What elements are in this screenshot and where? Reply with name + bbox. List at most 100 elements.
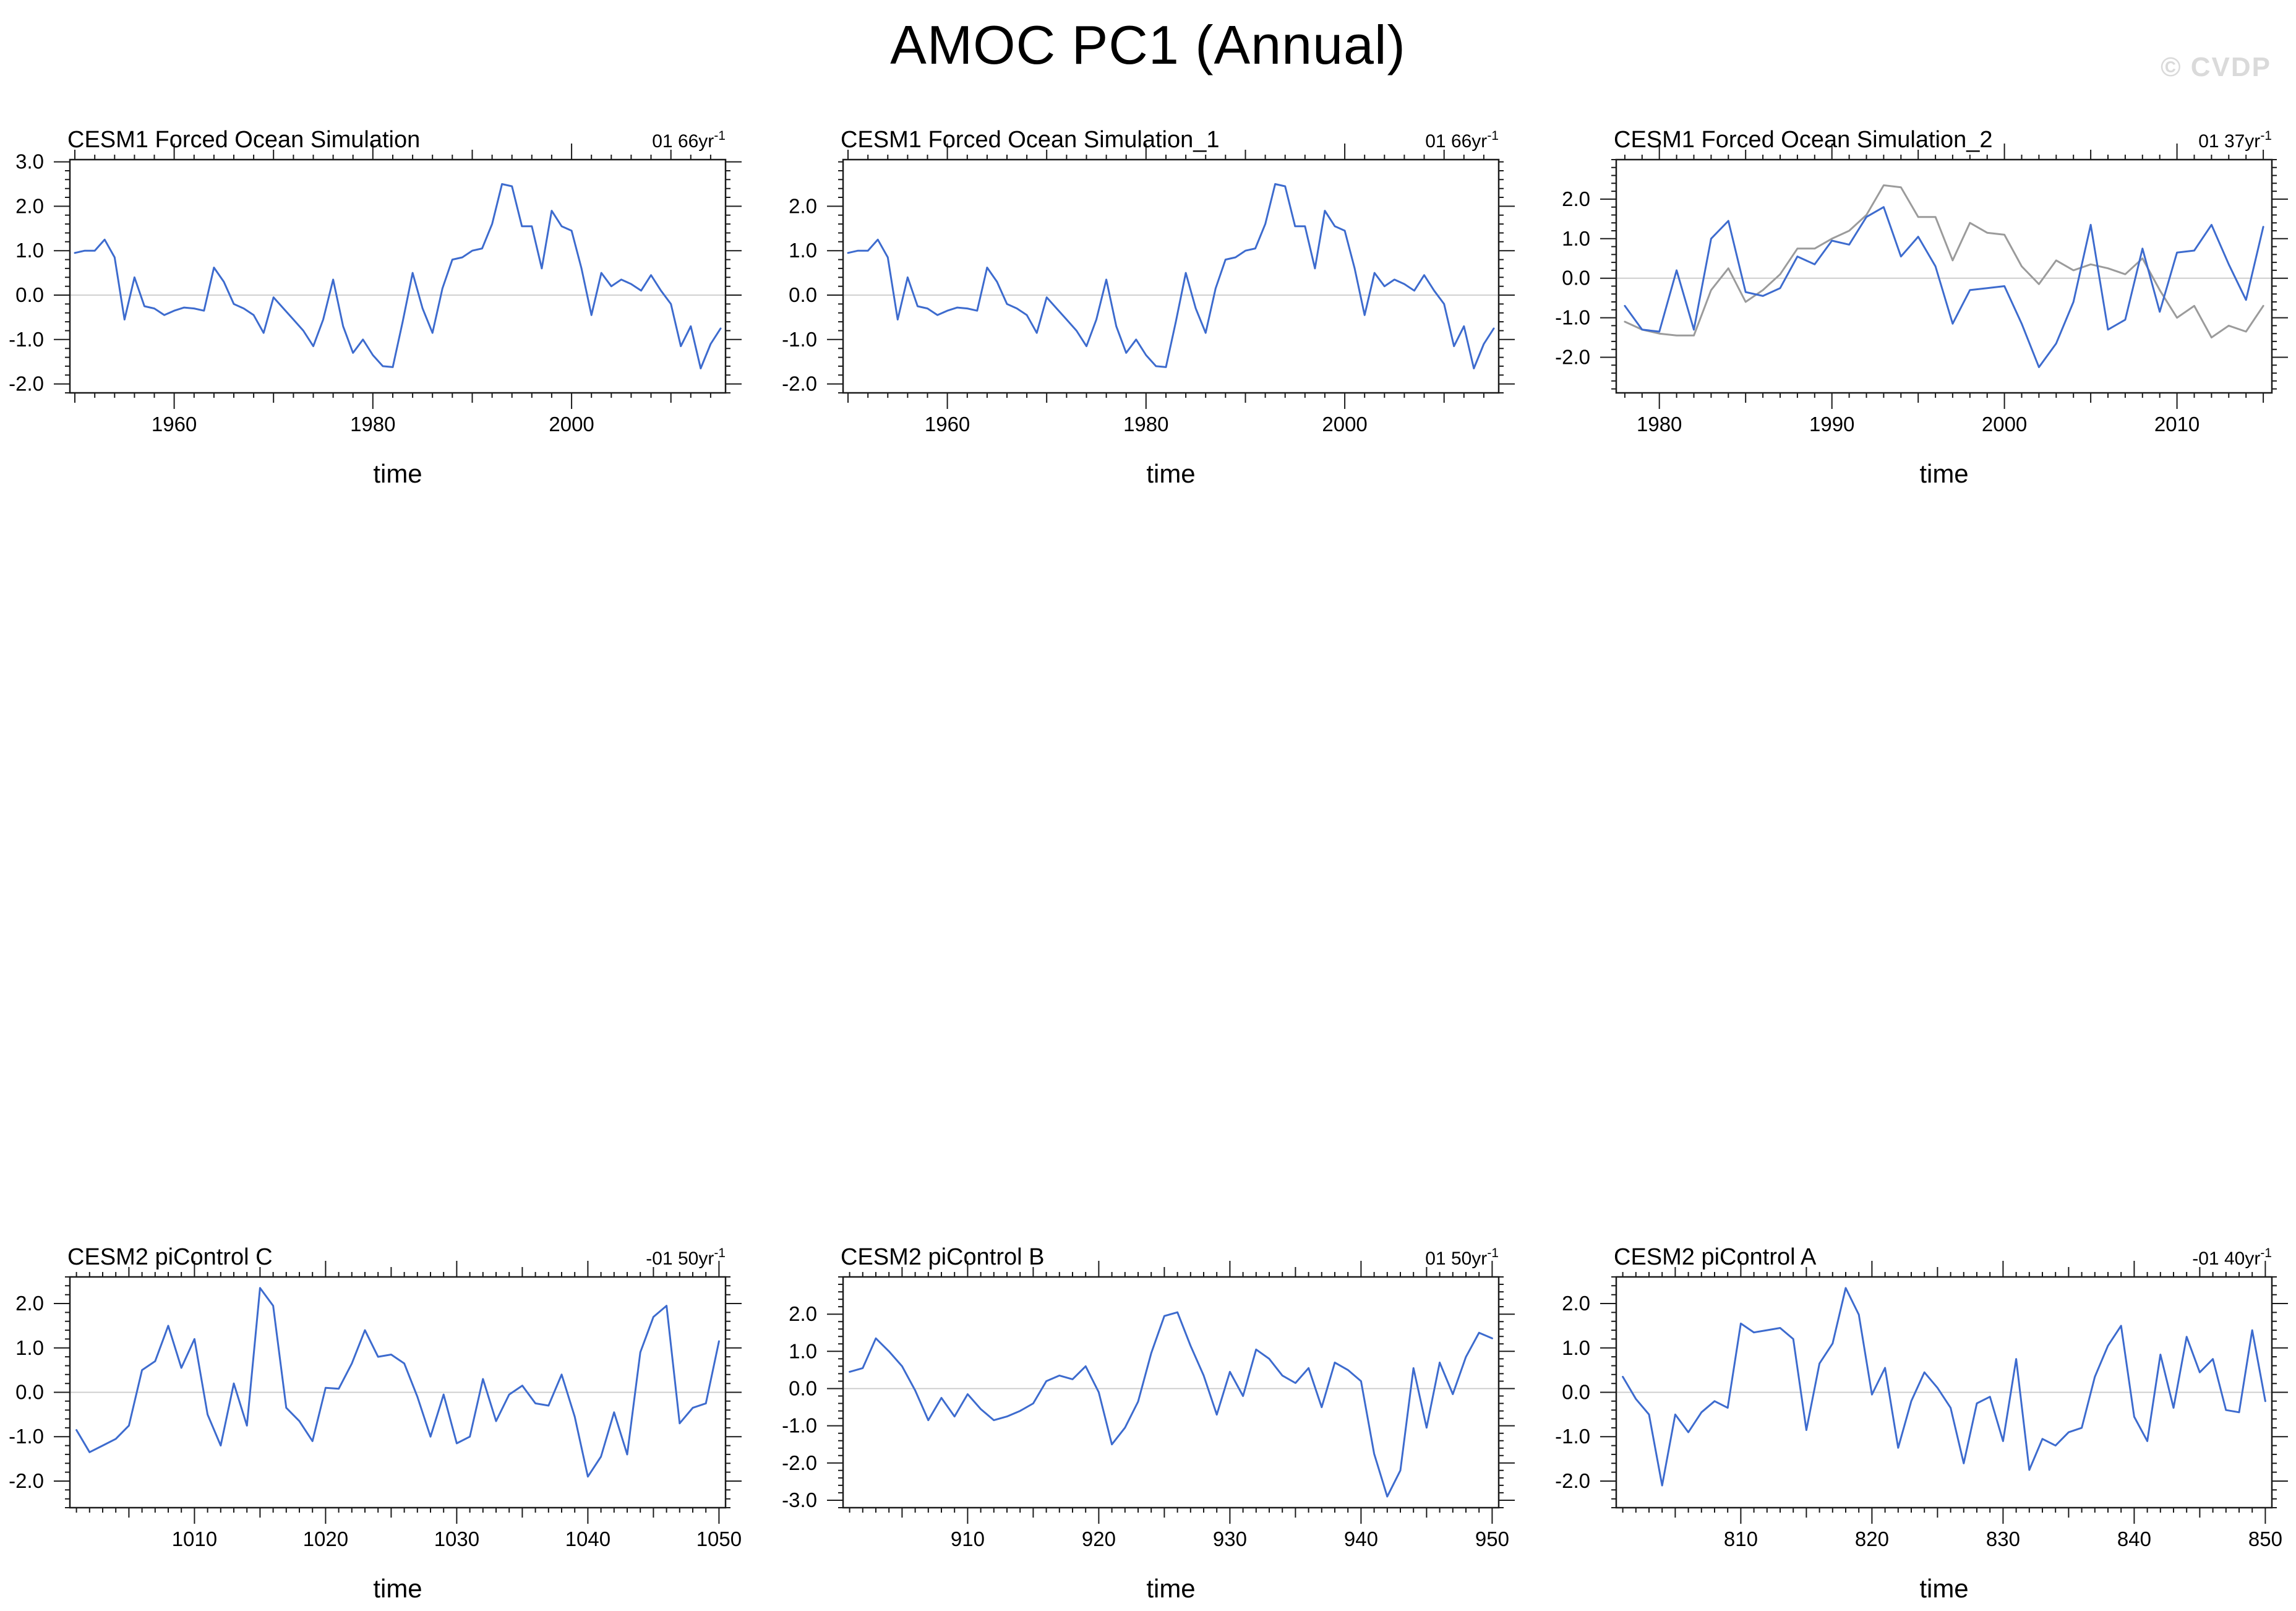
panel-stat-label: -01 40yr-1 (2192, 1246, 2272, 1269)
y-tick-label: -3.0 (782, 1489, 817, 1511)
series-line-gray (1624, 184, 2264, 338)
axis-tick-labels: 1960 1980 2000 -2.0 -1.0 0.0 1.0 2.0 (782, 194, 1368, 436)
x-tick-label: 2010 (2154, 413, 2200, 436)
axis-ticks (54, 1261, 742, 1524)
panel-stat-label: 01 66yr-1 (1425, 129, 1499, 152)
y-tick-label: 0.0 (1562, 1381, 1590, 1404)
x-tick-label: 840 (2117, 1527, 2151, 1550)
x-axis-label: time (1146, 1574, 1195, 1603)
y-tick-label: 1.0 (789, 1339, 817, 1362)
y-tick-label: 0.0 (15, 283, 44, 306)
y-tick-label: 1.0 (1562, 227, 1590, 250)
x-tick-label: 1980 (1123, 413, 1168, 436)
y-tick-label: 2.0 (789, 194, 817, 217)
plot-frame (1615, 158, 2273, 394)
x-tick-label: 950 (1475, 1527, 1509, 1550)
x-tick-label: 1990 (1809, 413, 1854, 436)
series-line-blue (1624, 206, 2264, 368)
axis-ticks (54, 144, 742, 409)
series-line-blue (849, 1311, 1493, 1498)
axis-tick-labels: 1010 1020 1030 1040 1050 -2.0 -1.0 0.0 1.0 2.0 (9, 1292, 742, 1550)
series-line-blue (74, 183, 722, 369)
x-tick-label: 1960 (925, 413, 970, 436)
chart-panel-cesm2-picontrol-a: 810 820 830 840 850 -2.0 -1.0 0.0 1.0 2.0 CESM2 pi… (1555, 1244, 2288, 1603)
x-tick-label: 920 (1082, 1527, 1116, 1550)
chart-panel-cesm1-forced-ocean-simulation: 1960 1980 2000 -2.0 -1.0 0.0 1.0 2.0 3.0 CESM1 Fo… (9, 127, 742, 488)
y-tick-label: 1.0 (15, 239, 44, 262)
panel-stat-exponent: -1 (2260, 129, 2272, 143)
chart-panel-cesm1-forced-ocean-simulation-2: 1980 1990 2000 2010 -2.0 -1.0 0.0 1.0 2.0 CESM1 F… (1555, 127, 2288, 488)
panel-stat-exponent: -1 (1487, 129, 1499, 143)
plot-frame (842, 1276, 1500, 1509)
panel-stat-label: -01 50yr-1 (646, 1246, 726, 1269)
plot-frame (842, 158, 1500, 394)
y-tick-label: 0.0 (789, 283, 817, 306)
panel-title: CESM2 piControl B (841, 1244, 1044, 1270)
x-tick-label: 820 (1855, 1527, 1889, 1550)
axis-ticks (827, 144, 1515, 409)
y-tick-label: -1.0 (1555, 1425, 1590, 1448)
y-tick-label: 0.0 (789, 1377, 817, 1400)
y-tick-label: 3.0 (15, 150, 44, 173)
y-tick-label: 2.0 (15, 194, 44, 217)
y-tick-label: 2.0 (1562, 187, 1590, 210)
series-line-blue (75, 1287, 720, 1478)
panel-stat-text: 01 66yr (652, 131, 714, 152)
series-line-blue (1622, 1287, 2266, 1487)
x-tick-label: 2000 (1982, 413, 2027, 436)
chart-panel-cesm2-picontrol-c: 1010 1020 1030 1040 1050 -2.0 -1.0 0.0 1.0 2.0 CES… (9, 1244, 742, 1603)
panel-stat-label: 01 66yr-1 (652, 129, 726, 152)
page-title: AMOC PC1 (Annual) (890, 14, 1406, 75)
y-tick-label: -1.0 (782, 1414, 817, 1437)
y-tick-label: -2.0 (782, 1451, 817, 1474)
x-tick-label: 2000 (1322, 413, 1367, 436)
y-tick-label: 2.0 (1562, 1292, 1590, 1315)
x-tick-label: 1010 (172, 1527, 217, 1550)
x-tick-label: 1980 (1637, 413, 1682, 436)
axis-tick-labels: 1960 1980 2000 -2.0 -1.0 0.0 1.0 2.0 3.0 (9, 150, 594, 436)
panel-stat-exponent: -1 (714, 129, 726, 143)
axis-ticks (827, 1261, 1515, 1524)
x-tick-label: 850 (2248, 1527, 2282, 1550)
panel-title: CESM2 piControl C (67, 1244, 273, 1270)
x-axis-label: time (373, 459, 422, 488)
axis-tick-labels: 810 820 830 840 850 -2.0 -1.0 0.0 1.0 2.0 (1555, 1292, 2282, 1550)
y-tick-label: -2.0 (9, 372, 44, 395)
chart-panel-cesm2-picontrol-b: 910 920 930 940 950 -3.0 -2.0 -1.0 0.0 1.0 2.0 CESM… (782, 1244, 1515, 1603)
panel-title: CESM2 piControl A (1614, 1244, 1817, 1270)
series-line-blue (847, 183, 1495, 369)
y-tick-label: -1.0 (1555, 306, 1590, 329)
y-tick-label: -2.0 (1555, 346, 1590, 369)
cvdp-watermark: © CVDP (2161, 52, 2271, 82)
y-tick-label: 0.0 (1562, 267, 1590, 290)
y-tick-label: 2.0 (15, 1292, 44, 1315)
panel-title: CESM1 Forced Ocean Simulation_2 (1614, 127, 1993, 153)
axis-ticks (1600, 144, 2288, 409)
panel-stat-text: -01 40yr (2192, 1248, 2260, 1269)
plot-frame (69, 158, 727, 394)
plot-frame (1615, 1276, 2273, 1509)
x-axis-label: time (1919, 1574, 1968, 1603)
x-axis-label: time (373, 1574, 422, 1603)
y-tick-label: 1.0 (1562, 1336, 1590, 1359)
plot-frame (69, 1276, 727, 1509)
x-tick-label: 830 (1986, 1527, 2020, 1550)
x-tick-label: 810 (1724, 1527, 1758, 1550)
y-tick-label: -1.0 (782, 328, 817, 351)
panel-title: CESM1 Forced Ocean Simulation_1 (841, 127, 1220, 153)
x-tick-label: 1050 (696, 1527, 742, 1550)
panel-stat-exponent: -1 (1487, 1246, 1499, 1260)
y-tick-label: -2.0 (782, 372, 817, 395)
x-tick-label: 1040 (565, 1527, 610, 1550)
x-tick-label: 930 (1213, 1527, 1247, 1550)
y-tick-label: 1.0 (789, 239, 817, 262)
y-tick-label: -1.0 (9, 328, 44, 351)
y-tick-label: -1.0 (9, 1425, 44, 1448)
panel-stat-text: -01 50yr (646, 1248, 714, 1269)
panel-stat-exponent: -1 (714, 1246, 726, 1260)
panel-stat-label: 01 50yr-1 (1425, 1246, 1499, 1269)
y-tick-label: 2.0 (789, 1302, 817, 1325)
panel-stat-text: 01 50yr (1425, 1248, 1487, 1269)
panel-stat-exponent: -1 (2260, 1246, 2272, 1260)
